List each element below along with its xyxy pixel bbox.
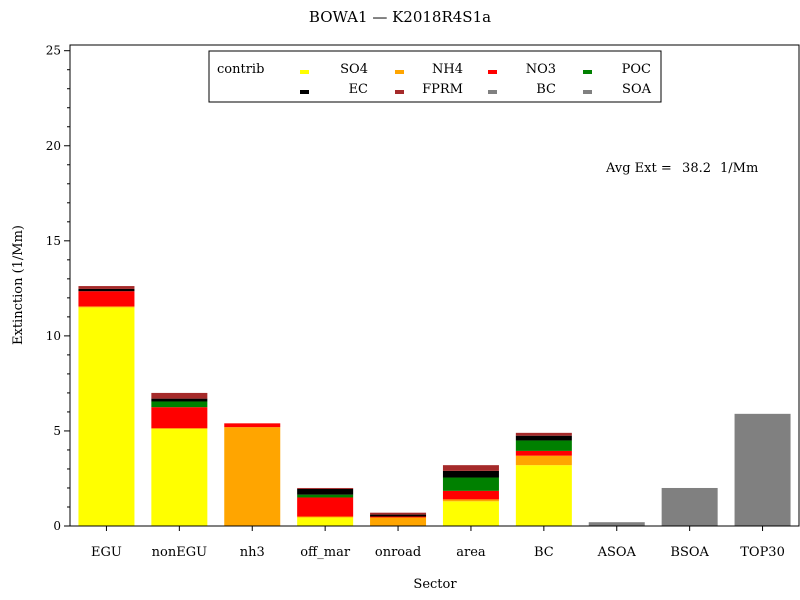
bar-BC-NO3 — [515, 450, 572, 456]
bar-nh3-NH4 — [224, 427, 281, 526]
bar-nonEGU-NH4 — [151, 428, 208, 430]
x-tick-label: nonEGU — [152, 545, 207, 560]
x-tick-label: area — [456, 545, 486, 560]
y-axis: 0 5 10 15 20 25 — [46, 44, 70, 533]
bar-TOP30-SOA — [734, 413, 791, 526]
x-tick-label: onroad — [375, 545, 421, 560]
bar-area-POC — [442, 477, 499, 491]
y-tick-label: 5 — [53, 424, 61, 438]
legend-swatch-SOA — [583, 90, 592, 94]
legend-label-SO4: SO4 — [340, 62, 368, 77]
legend-label-NH4: NH4 — [432, 62, 463, 77]
y-tick-label: 10 — [46, 329, 61, 343]
y-tick-label: 20 — [46, 139, 61, 153]
legend-title: contrib — [217, 62, 264, 77]
legend-label-NO3: NO3 — [526, 62, 556, 77]
avg-ext-label: Avg Ext = — [605, 161, 672, 176]
avg-ext-value: 38.2 — [682, 161, 711, 176]
y-tick-label: 0 — [53, 519, 61, 533]
bar-BSOA-SOA — [661, 487, 718, 526]
y-tick-label: 15 — [46, 234, 61, 248]
bar-onroad-EC — [370, 514, 427, 517]
bar-area-NH4 — [442, 499, 499, 502]
legend-swatch-FPRM — [395, 90, 404, 94]
bar-off_mar-POC — [297, 494, 354, 498]
bar-BC-EC — [515, 435, 572, 441]
bar-nh3-NO3 — [224, 423, 281, 428]
bar-off_mar-FPRM — [297, 487, 354, 489]
x-axis-label: Sector — [413, 577, 457, 592]
legend-label-EC: EC — [349, 82, 368, 97]
legend: contrib SO4 NH4 NO3 POC EC FPRM BC SOA — [208, 50, 662, 103]
legend-label-POC: POC — [622, 62, 651, 77]
bar-EGU-EC — [78, 288, 135, 292]
bar-nonEGU-FPRM — [151, 392, 208, 399]
x-axis: EGU nonEGU nh3 off_mar onroad area BC ASOA BSOA T… — [91, 526, 785, 560]
bar-onroad-NO3 — [370, 516, 427, 518]
legend-swatch-POC — [583, 70, 592, 74]
x-tick-label: off_mar — [300, 545, 351, 560]
legend-label-BC: BC — [536, 82, 556, 97]
chart-title: BOWA1 — K2018R4S1a — [309, 8, 491, 26]
x-tick-label: EGU — [91, 545, 122, 560]
bar-onroad-NH4 — [370, 517, 427, 526]
bar-ASOA-SOA — [588, 522, 645, 526]
bar-off_mar-SO4 — [297, 517, 354, 526]
bar-BC-NH4 — [515, 455, 572, 466]
bar-EGU-NH4 — [78, 306, 135, 308]
avg-ext-annotation: Avg Ext = 38.2 1/Mm — [605, 161, 758, 176]
legend-swatch-NO3 — [488, 70, 497, 74]
x-tick-label: ASOA — [597, 545, 637, 560]
bar-EGU-NO3 — [78, 291, 135, 307]
bar-BC-FPRM — [515, 432, 572, 436]
legend-label-SOA: SOA — [622, 82, 652, 97]
bar-nonEGU-NO3 — [151, 407, 208, 429]
bar-off_mar-NH4 — [297, 516, 354, 518]
avg-ext-unit: 1/Mm — [720, 161, 758, 176]
bar-off_mar-EC — [297, 488, 354, 495]
legend-swatch-SO4 — [300, 70, 309, 74]
legend-swatch-BC — [488, 90, 497, 94]
bar-onroad-FPRM — [370, 512, 427, 515]
bar-nonEGU-SO4 — [151, 429, 208, 526]
bar-BC-SO4 — [515, 465, 572, 526]
bar-area-NO3 — [442, 490, 499, 500]
y-tick-label: 25 — [46, 44, 61, 58]
bar-area-EC — [442, 470, 499, 478]
x-tick-label: BC — [534, 545, 554, 560]
bar-nonEGU-POC — [151, 401, 208, 408]
bar-BC-POC — [515, 440, 572, 451]
x-tick-label: BSOA — [670, 545, 709, 560]
bar-area-FPRM — [442, 465, 499, 471]
x-tick-label: TOP30 — [740, 545, 785, 560]
plot-frame — [69, 44, 800, 527]
bar-nonEGU-EC — [151, 398, 208, 402]
bar-EGU-FPRM — [78, 286, 135, 289]
bar-off_mar-NO3 — [297, 497, 354, 517]
bar-area-SO4 — [442, 501, 499, 526]
bar-EGU-SO4 — [78, 307, 135, 526]
legend-swatch-EC — [300, 90, 309, 94]
y-axis-label: Extinction (1/Mm) — [11, 225, 26, 345]
x-tick-label: nh3 — [240, 545, 265, 560]
legend-swatch-NH4 — [395, 70, 404, 74]
plot-area — [78, 286, 791, 526]
legend-label-FPRM: FPRM — [422, 82, 463, 97]
